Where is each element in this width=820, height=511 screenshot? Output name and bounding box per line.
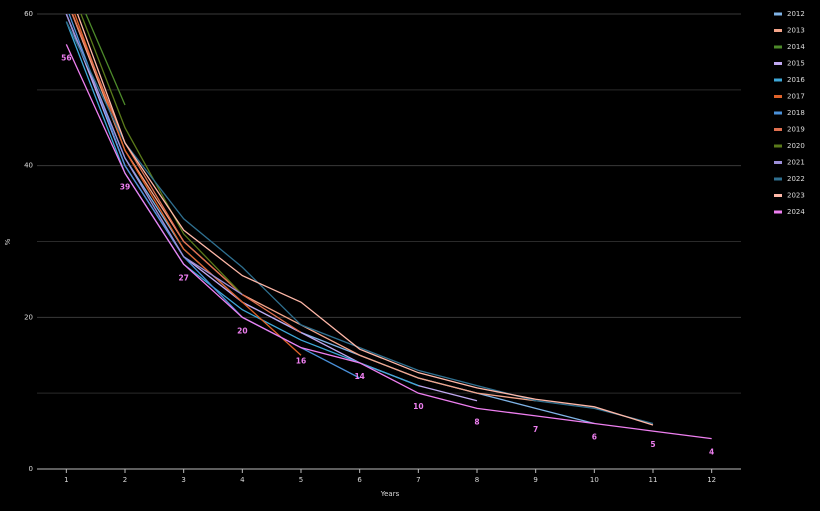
series-line (65, 14, 478, 402)
legend-label: 2019 (787, 126, 805, 134)
legend-swatch (774, 78, 782, 82)
data-label: 27 (178, 273, 188, 282)
series-line (65, 14, 243, 296)
data-label: 7 (533, 425, 538, 434)
x-tick-label: 8 (475, 476, 479, 484)
series-line (74, 14, 302, 356)
legend-swatch (774, 144, 782, 148)
series-line (71, 14, 302, 334)
legend-swatch (774, 45, 782, 49)
x-tick-label: 9 (533, 476, 537, 484)
y-tick-label: 60 (24, 10, 33, 18)
x-tick-label: 7 (416, 476, 420, 484)
legend-swatch (774, 161, 782, 164)
plot-area (65, 14, 712, 440)
data-label: 14 (354, 372, 364, 381)
data-label: 39 (120, 182, 130, 191)
series-line (68, 14, 360, 379)
legend-label: 2016 (787, 76, 805, 84)
x-axis-title: Years (380, 490, 400, 498)
x-tick-label: 4 (240, 476, 245, 484)
series-line (80, 14, 243, 296)
series-line (65, 44, 712, 440)
legend-label: 2015 (787, 60, 805, 68)
legend-label: 2020 (787, 142, 805, 150)
legend-label: 2024 (787, 208, 805, 216)
legend-label: 2021 (787, 159, 805, 167)
series-line (76, 14, 654, 426)
y-tick-label: 0 (29, 465, 33, 473)
legend-swatch (774, 12, 782, 16)
data-label: 8 (474, 417, 479, 426)
legend-swatch (774, 111, 782, 115)
legend-label: 2018 (787, 109, 805, 117)
legend-swatch (774, 62, 782, 65)
series-line (65, 21, 654, 425)
legend-label: 2023 (787, 192, 805, 200)
data-label: 56 (61, 53, 71, 62)
x-tick-label: 5 (299, 476, 303, 484)
data-label: 20 (237, 326, 247, 335)
data-label: 16 (296, 357, 306, 366)
legend-label: 2012 (787, 10, 805, 18)
legend-swatch (774, 177, 782, 181)
legend-swatch (774, 194, 782, 197)
legend-swatch (774, 29, 782, 32)
series-line (85, 14, 126, 106)
x-tick-label: 12 (707, 476, 716, 484)
legend-swatch (774, 210, 782, 214)
legend-label: 2013 (787, 27, 805, 35)
data-label: 10 (413, 402, 423, 411)
y-axis-title: % (4, 238, 12, 245)
x-tick-label: 11 (649, 476, 658, 484)
legend-swatch (774, 128, 782, 131)
legend-label: 2017 (787, 93, 805, 101)
data-label: 5 (650, 440, 655, 449)
x-tick-label: 3 (181, 476, 185, 484)
legend-swatch (774, 95, 782, 98)
data-label: 4 (709, 448, 714, 457)
legend-label: 2022 (787, 175, 805, 183)
data-label: 6 (592, 433, 597, 442)
y-tick-label: 20 (24, 313, 33, 321)
x-tick-label: 1 (64, 476, 68, 484)
x-tick-label: 10 (590, 476, 599, 484)
series-line (65, 14, 595, 425)
y-tick-label: 40 (24, 162, 33, 170)
x-tick-label: 6 (357, 476, 362, 484)
x-tick-label: 2 (123, 476, 127, 484)
legend-label: 2014 (787, 43, 805, 51)
